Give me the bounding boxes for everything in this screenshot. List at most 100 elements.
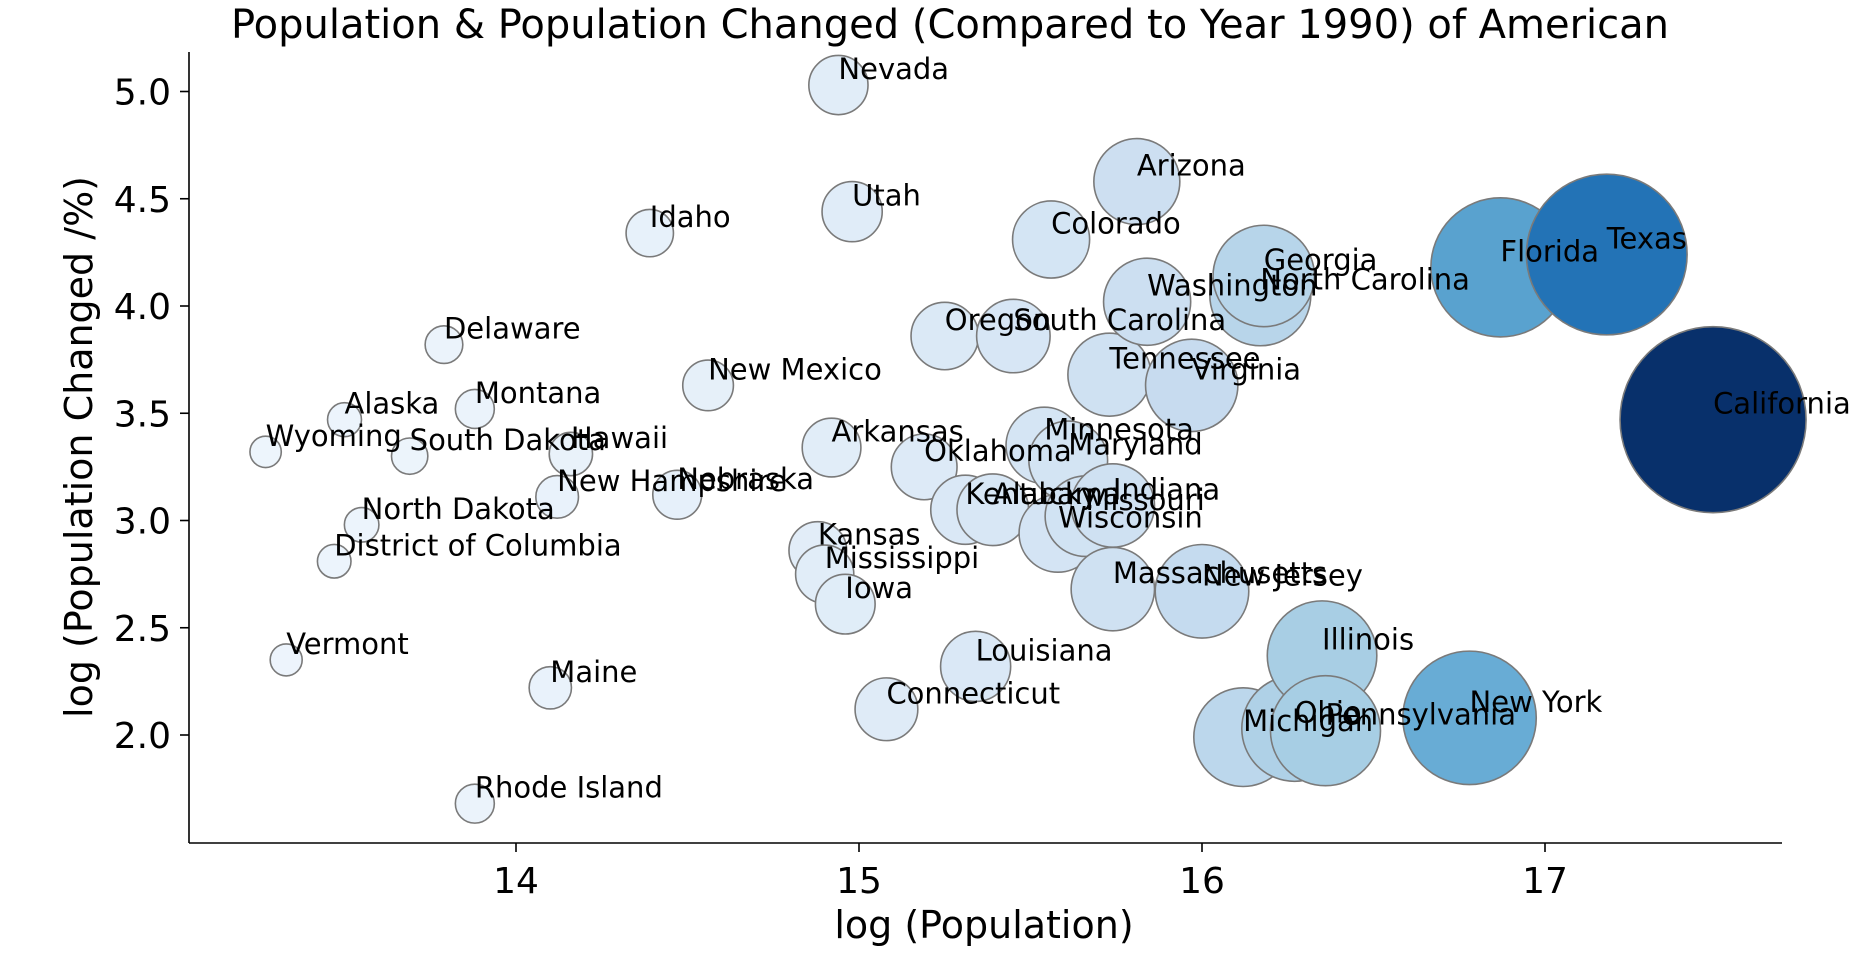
bubble [890, 433, 958, 501]
bubble [535, 474, 580, 520]
point-label: Colorado [1051, 207, 1181, 241]
bubble [808, 54, 869, 116]
x-tick-label: 16 [1179, 861, 1225, 902]
y-tick-label: 2.0 [114, 716, 171, 757]
point-label: California [1713, 387, 1851, 421]
bubble [343, 506, 380, 543]
point-label: Mississippi [825, 541, 980, 575]
y-tick-label: 3.5 [114, 394, 171, 435]
point-label: Indiana [1113, 472, 1220, 506]
point-label: Rhode Island [475, 771, 663, 805]
x-tick-label: 17 [1522, 861, 1568, 902]
bubble [1402, 650, 1538, 786]
bubble [681, 359, 735, 412]
point-label: Missouri [1085, 483, 1204, 517]
point-label: Vermont [286, 627, 409, 661]
point-label: Georgia [1264, 243, 1378, 277]
point-label: Virginia [1192, 352, 1301, 386]
bubble [1269, 674, 1382, 787]
point-label: Louisiana [976, 633, 1113, 667]
point-label: Massachusetts [1113, 556, 1327, 590]
point-label: Pennsylvania [1325, 698, 1516, 732]
bubble [1011, 200, 1091, 279]
point-label: North Carolina [1260, 262, 1470, 296]
point-label: Maryland [1068, 427, 1203, 461]
axis-ticks: 14 15 16 17 2.0 2.5 3.0 3.5 4.0 4.5 5.0 [114, 73, 1568, 903]
point-labels-layer: Nevada Arizona Utah Idaho Colorado TexasFlori… [266, 52, 1851, 805]
x-axis-label: log (Population) [834, 903, 1133, 947]
point-label: Oregon [945, 303, 1051, 337]
bubble [528, 665, 573, 710]
point-label: Tennessee [1108, 342, 1260, 376]
point-label: North Dakota [362, 492, 555, 526]
point-label: Minnesota [1044, 412, 1194, 446]
bubble [269, 643, 303, 677]
point-label: Alaska [345, 387, 440, 421]
point-label: Arizona [1137, 149, 1246, 183]
point-label: Hawaii [571, 421, 668, 455]
point-label: New Mexico [708, 352, 882, 386]
point-label: Maine [550, 655, 637, 689]
y-tick-label: 2.5 [114, 609, 171, 650]
bubble [1525, 173, 1688, 336]
x-tick-label: 15 [836, 861, 882, 902]
bubble [326, 401, 363, 438]
point-label: Idaho [650, 200, 731, 234]
point-label: Kentucky [965, 477, 1097, 511]
bubble [1212, 224, 1316, 328]
bubble [249, 435, 283, 469]
point-label: South Dakota [410, 423, 606, 457]
y-tick-label: 5.0 [114, 73, 171, 114]
point-label: Alabama [993, 477, 1121, 511]
point-label: Arkansas [832, 415, 964, 449]
point-label: Connecticut [886, 676, 1060, 710]
point-label: Wisconsin [1058, 500, 1203, 534]
bubble [939, 630, 1012, 703]
point-label: Oklahoma [924, 434, 1072, 468]
bubble [814, 573, 876, 635]
point-label: Ohio [1295, 696, 1362, 730]
bubble [454, 783, 496, 824]
x-tick-label: 14 [493, 861, 539, 902]
bubble [854, 677, 919, 742]
bubble [316, 543, 352, 579]
bubbles-layer [249, 54, 1807, 824]
bubble [424, 324, 464, 365]
point-label: Kansas [818, 518, 921, 552]
point-label: Nevada [838, 52, 949, 86]
bubble [1102, 257, 1192, 347]
point-label: Washington [1147, 269, 1317, 303]
bubble [454, 388, 496, 430]
bubble [1144, 338, 1239, 433]
point-label: Delaware [444, 312, 581, 346]
point-label: New Jersey [1202, 558, 1363, 592]
chart-title: Population & Population Changed (Compare… [231, 2, 1669, 48]
point-label: Texas [1606, 222, 1687, 256]
point-label: New York [1470, 685, 1603, 719]
bubble [1093, 137, 1181, 226]
point-label: District of Columbia [334, 528, 621, 562]
bubble [548, 431, 594, 477]
bubble [651, 469, 703, 521]
bubble [1619, 325, 1807, 514]
point-label: Utah [852, 179, 921, 213]
bubble [1154, 543, 1250, 639]
point-label: Michigan [1243, 704, 1373, 738]
y-tick-label: 3.0 [114, 502, 171, 543]
point-label: Nebraska [677, 462, 814, 496]
point-label: South Carolina [1013, 303, 1226, 337]
bubble [390, 437, 429, 476]
point-label: Florida [1500, 234, 1599, 268]
bubble [821, 180, 884, 243]
point-label: Wyoming [266, 419, 402, 453]
point-label: Illinois [1322, 623, 1414, 657]
bubble [625, 208, 675, 258]
y-tick-label: 4.0 [114, 287, 171, 328]
bubble [975, 298, 1051, 374]
point-label: Iowa [845, 571, 913, 605]
bubble [801, 417, 862, 478]
point-label: New Hampshire [557, 464, 786, 498]
point-label: Montana [475, 376, 601, 410]
y-tick-label: 4.5 [114, 180, 171, 221]
